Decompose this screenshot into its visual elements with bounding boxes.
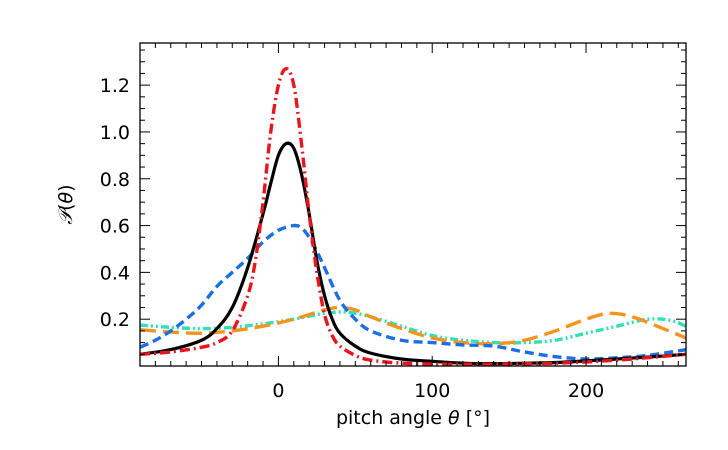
y-axis-label-symbol: θ [55, 191, 77, 203]
x-axis-label: pitch angle θ [°] [336, 407, 490, 429]
series-line-blue-dashed [140, 223, 686, 361]
plot-frame [139, 42, 687, 367]
series-line-orange-long-dash [140, 305, 686, 346]
y-tick-label: 1.0 [100, 122, 130, 144]
series-line-red-dash-dot [140, 67, 686, 366]
x-tick-label: 0 [272, 380, 284, 402]
y-tick-label: 0.6 [100, 216, 130, 238]
series-layer [140, 67, 686, 366]
y-tick-label: 1.2 [100, 75, 130, 97]
x-tick-label: 100 [414, 380, 450, 402]
ticks-layer [139, 43, 686, 366]
x-tick-label: 200 [568, 380, 604, 402]
x-axis-label-text: pitch angle [336, 407, 442, 429]
x-axis-label-unit: [°] [466, 407, 490, 429]
y-axis-label-open-paren: ( [55, 203, 77, 210]
y-tick-label: 0.2 [100, 309, 130, 331]
y-tick-label: 0.8 [100, 169, 130, 191]
series-line-black-solid [140, 141, 686, 366]
y-axis-label-close-paren: ) [55, 184, 77, 191]
y-axis-label: 𝒫(θ) [55, 184, 77, 224]
labels-layer: 0 100 200 0.2 0.4 0.6 0.8 1.0 1.2 [100, 75, 604, 402]
x-axis-label-symbol: θ [448, 407, 460, 429]
y-tick-label: 0.4 [100, 262, 130, 284]
